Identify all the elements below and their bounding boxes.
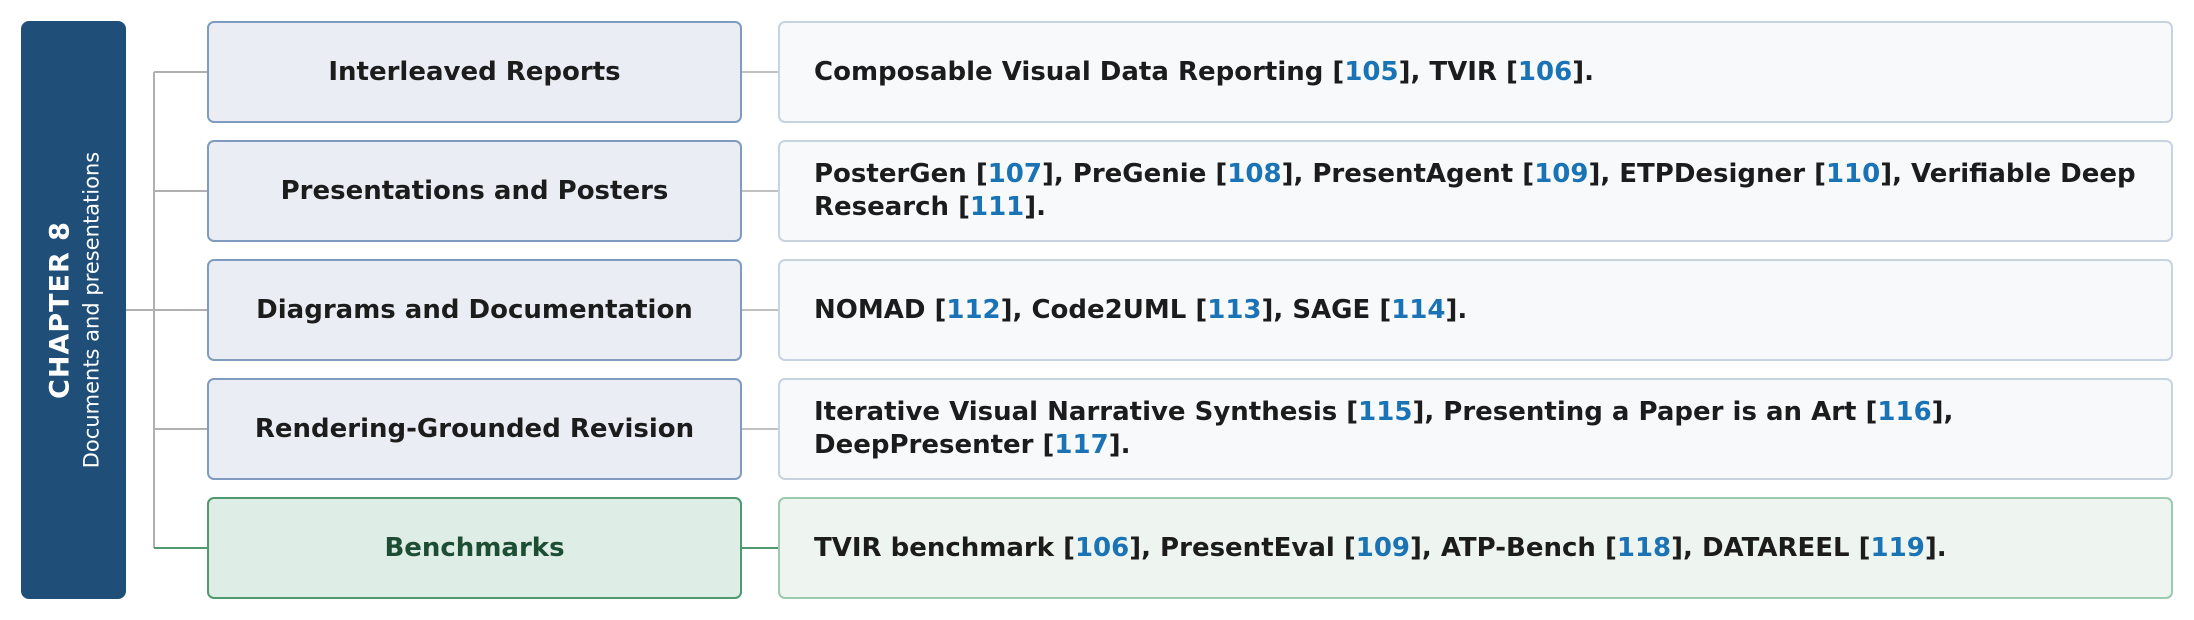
text-segment: ]. bbox=[1024, 192, 1047, 222]
citation: 106 bbox=[1074, 532, 1130, 563]
text-segment: Iterative Visual Narrative Synthesis [ bbox=[814, 397, 1359, 427]
citation: 114 bbox=[1391, 294, 1446, 325]
citation: 118 bbox=[1616, 532, 1672, 563]
citation: 115 bbox=[1358, 397, 1413, 427]
detail-box: PosterGen [107], PreGenie [108], Present… bbox=[778, 140, 2173, 242]
citation: 117 bbox=[1054, 430, 1109, 460]
detail-text: Composable Visual Data Reporting [105], … bbox=[814, 56, 1594, 89]
citation: 111 bbox=[970, 192, 1025, 222]
citation: 113 bbox=[1207, 294, 1262, 325]
text-segment: NOMAD [ bbox=[814, 294, 947, 325]
detail-box: Composable Visual Data Reporting [105], … bbox=[778, 21, 2173, 123]
citation: 108 bbox=[1227, 159, 1282, 189]
citation: 116 bbox=[1877, 397, 1932, 427]
text-segment: ], PreGenie [ bbox=[1041, 159, 1228, 189]
text-segment: ], TVIR [ bbox=[1398, 56, 1518, 87]
detail-text: PosterGen [107], PreGenie [108], Present… bbox=[814, 158, 2137, 224]
text-segment: ], Code2UML [ bbox=[1000, 294, 1208, 325]
category-box: Rendering-Grounded Revision bbox=[207, 378, 742, 480]
citation: 109 bbox=[1355, 532, 1411, 563]
category-box: Presentations and Posters bbox=[207, 140, 742, 242]
citation: 110 bbox=[1825, 159, 1881, 189]
text-segment: TVIR benchmark [ bbox=[814, 532, 1075, 563]
citation: 109 bbox=[1534, 159, 1589, 189]
text-segment: ], SAGE [ bbox=[1261, 294, 1392, 325]
text-segment: ], Verifiable Deep Research [ bbox=[814, 159, 2136, 222]
chapter-subtitle: Documents and presentations bbox=[79, 151, 103, 469]
detail-text: TVIR benchmark [106], PresentEval [109],… bbox=[814, 532, 1947, 565]
detail-box: Iterative Visual Narrative Synthesis [11… bbox=[778, 378, 2173, 480]
citation: 106 bbox=[1517, 56, 1573, 87]
citation: 119 bbox=[1870, 532, 1925, 563]
chapter-label: CHAPTER 8 Documents and presentations bbox=[44, 21, 103, 599]
category-box: Benchmarks bbox=[207, 497, 742, 599]
text-segment: ], PresentAgent [ bbox=[1281, 159, 1535, 189]
citation: 105 bbox=[1344, 56, 1399, 87]
text-segment: ], ETPDesigner [ bbox=[1588, 159, 1826, 189]
detail-text: NOMAD [112], Code2UML [113], SAGE [114]. bbox=[814, 294, 1467, 327]
text-segment: ], DATAREEL [ bbox=[1671, 532, 1871, 563]
chapter-box: CHAPTER 8 Documents and presentations bbox=[21, 21, 126, 599]
detail-box: NOMAD [112], Code2UML [113], SAGE [114]. bbox=[778, 259, 2173, 361]
text-segment: ]. bbox=[1445, 294, 1468, 325]
text-segment: ]. bbox=[1108, 430, 1131, 460]
citation: 107 bbox=[987, 159, 1042, 189]
text-segment: PosterGen [ bbox=[814, 159, 988, 189]
category-box: Diagrams and Documentation bbox=[207, 259, 742, 361]
text-segment: ], DeepPresenter [ bbox=[814, 397, 1954, 460]
text-segment: ], Presenting a Paper is an Art [ bbox=[1412, 397, 1878, 427]
text-segment: ]. bbox=[1924, 532, 1947, 563]
detail-box: TVIR benchmark [106], PresentEval [109],… bbox=[778, 497, 2173, 599]
detail-text: Iterative Visual Narrative Synthesis [11… bbox=[814, 396, 2137, 462]
text-segment: ]. bbox=[1572, 56, 1594, 87]
text-segment: Composable Visual Data Reporting [ bbox=[814, 56, 1345, 87]
text-segment: ], ATP-Bench [ bbox=[1410, 532, 1617, 563]
citation: 112 bbox=[946, 294, 1001, 325]
chapter-title: CHAPTER 8 bbox=[44, 221, 75, 399]
text-segment: ], PresentEval [ bbox=[1129, 532, 1356, 563]
category-box: Interleaved Reports bbox=[207, 21, 742, 123]
